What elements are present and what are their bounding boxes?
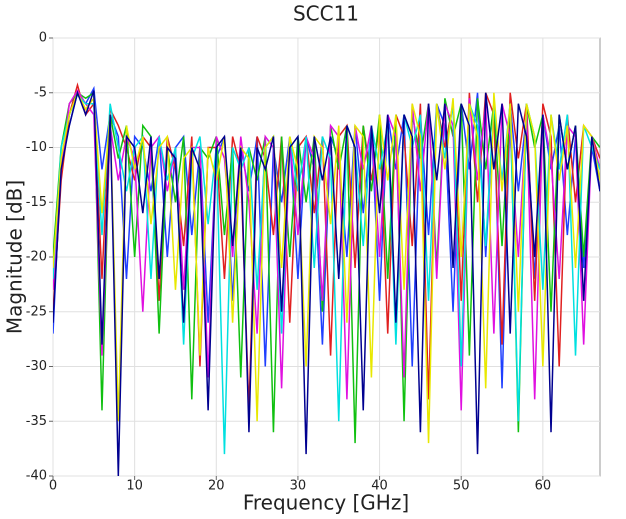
series-line	[53, 90, 600, 476]
y-tick-label: -25	[26, 304, 47, 319]
y-tick-label: -20	[26, 250, 47, 265]
y-tick-label: -15	[26, 195, 47, 210]
x-tick-label: 30	[290, 479, 307, 494]
y-tick-label: -40	[26, 469, 47, 484]
x-tick-label: 40	[371, 479, 388, 494]
x-tick-label: 50	[453, 479, 470, 494]
y-tick-label: -35	[26, 414, 47, 429]
x-tick-label: 0	[49, 479, 57, 494]
y-tick-label: -5	[34, 85, 47, 100]
series-line	[53, 89, 600, 411]
y-tick-label: 0	[39, 31, 47, 46]
y-tick-label: -10	[26, 140, 47, 155]
y-tick-label: -30	[26, 359, 47, 374]
x-tick-label: 20	[208, 479, 225, 494]
x-tick-label: 60	[535, 479, 552, 494]
labels: 0 10 20 30 40 50 60 -40 -35 -30 -25 -20 -15 -10 -5 0	[26, 31, 551, 494]
lines	[53, 82, 600, 476]
x-axis-label: Frequency [GHz]	[243, 491, 409, 515]
y-axis-label: Magnitude [dB]	[3, 180, 27, 334]
chart-title: SCC11	[293, 2, 359, 26]
x-tick-label: 10	[126, 479, 143, 494]
series-line	[53, 90, 600, 444]
